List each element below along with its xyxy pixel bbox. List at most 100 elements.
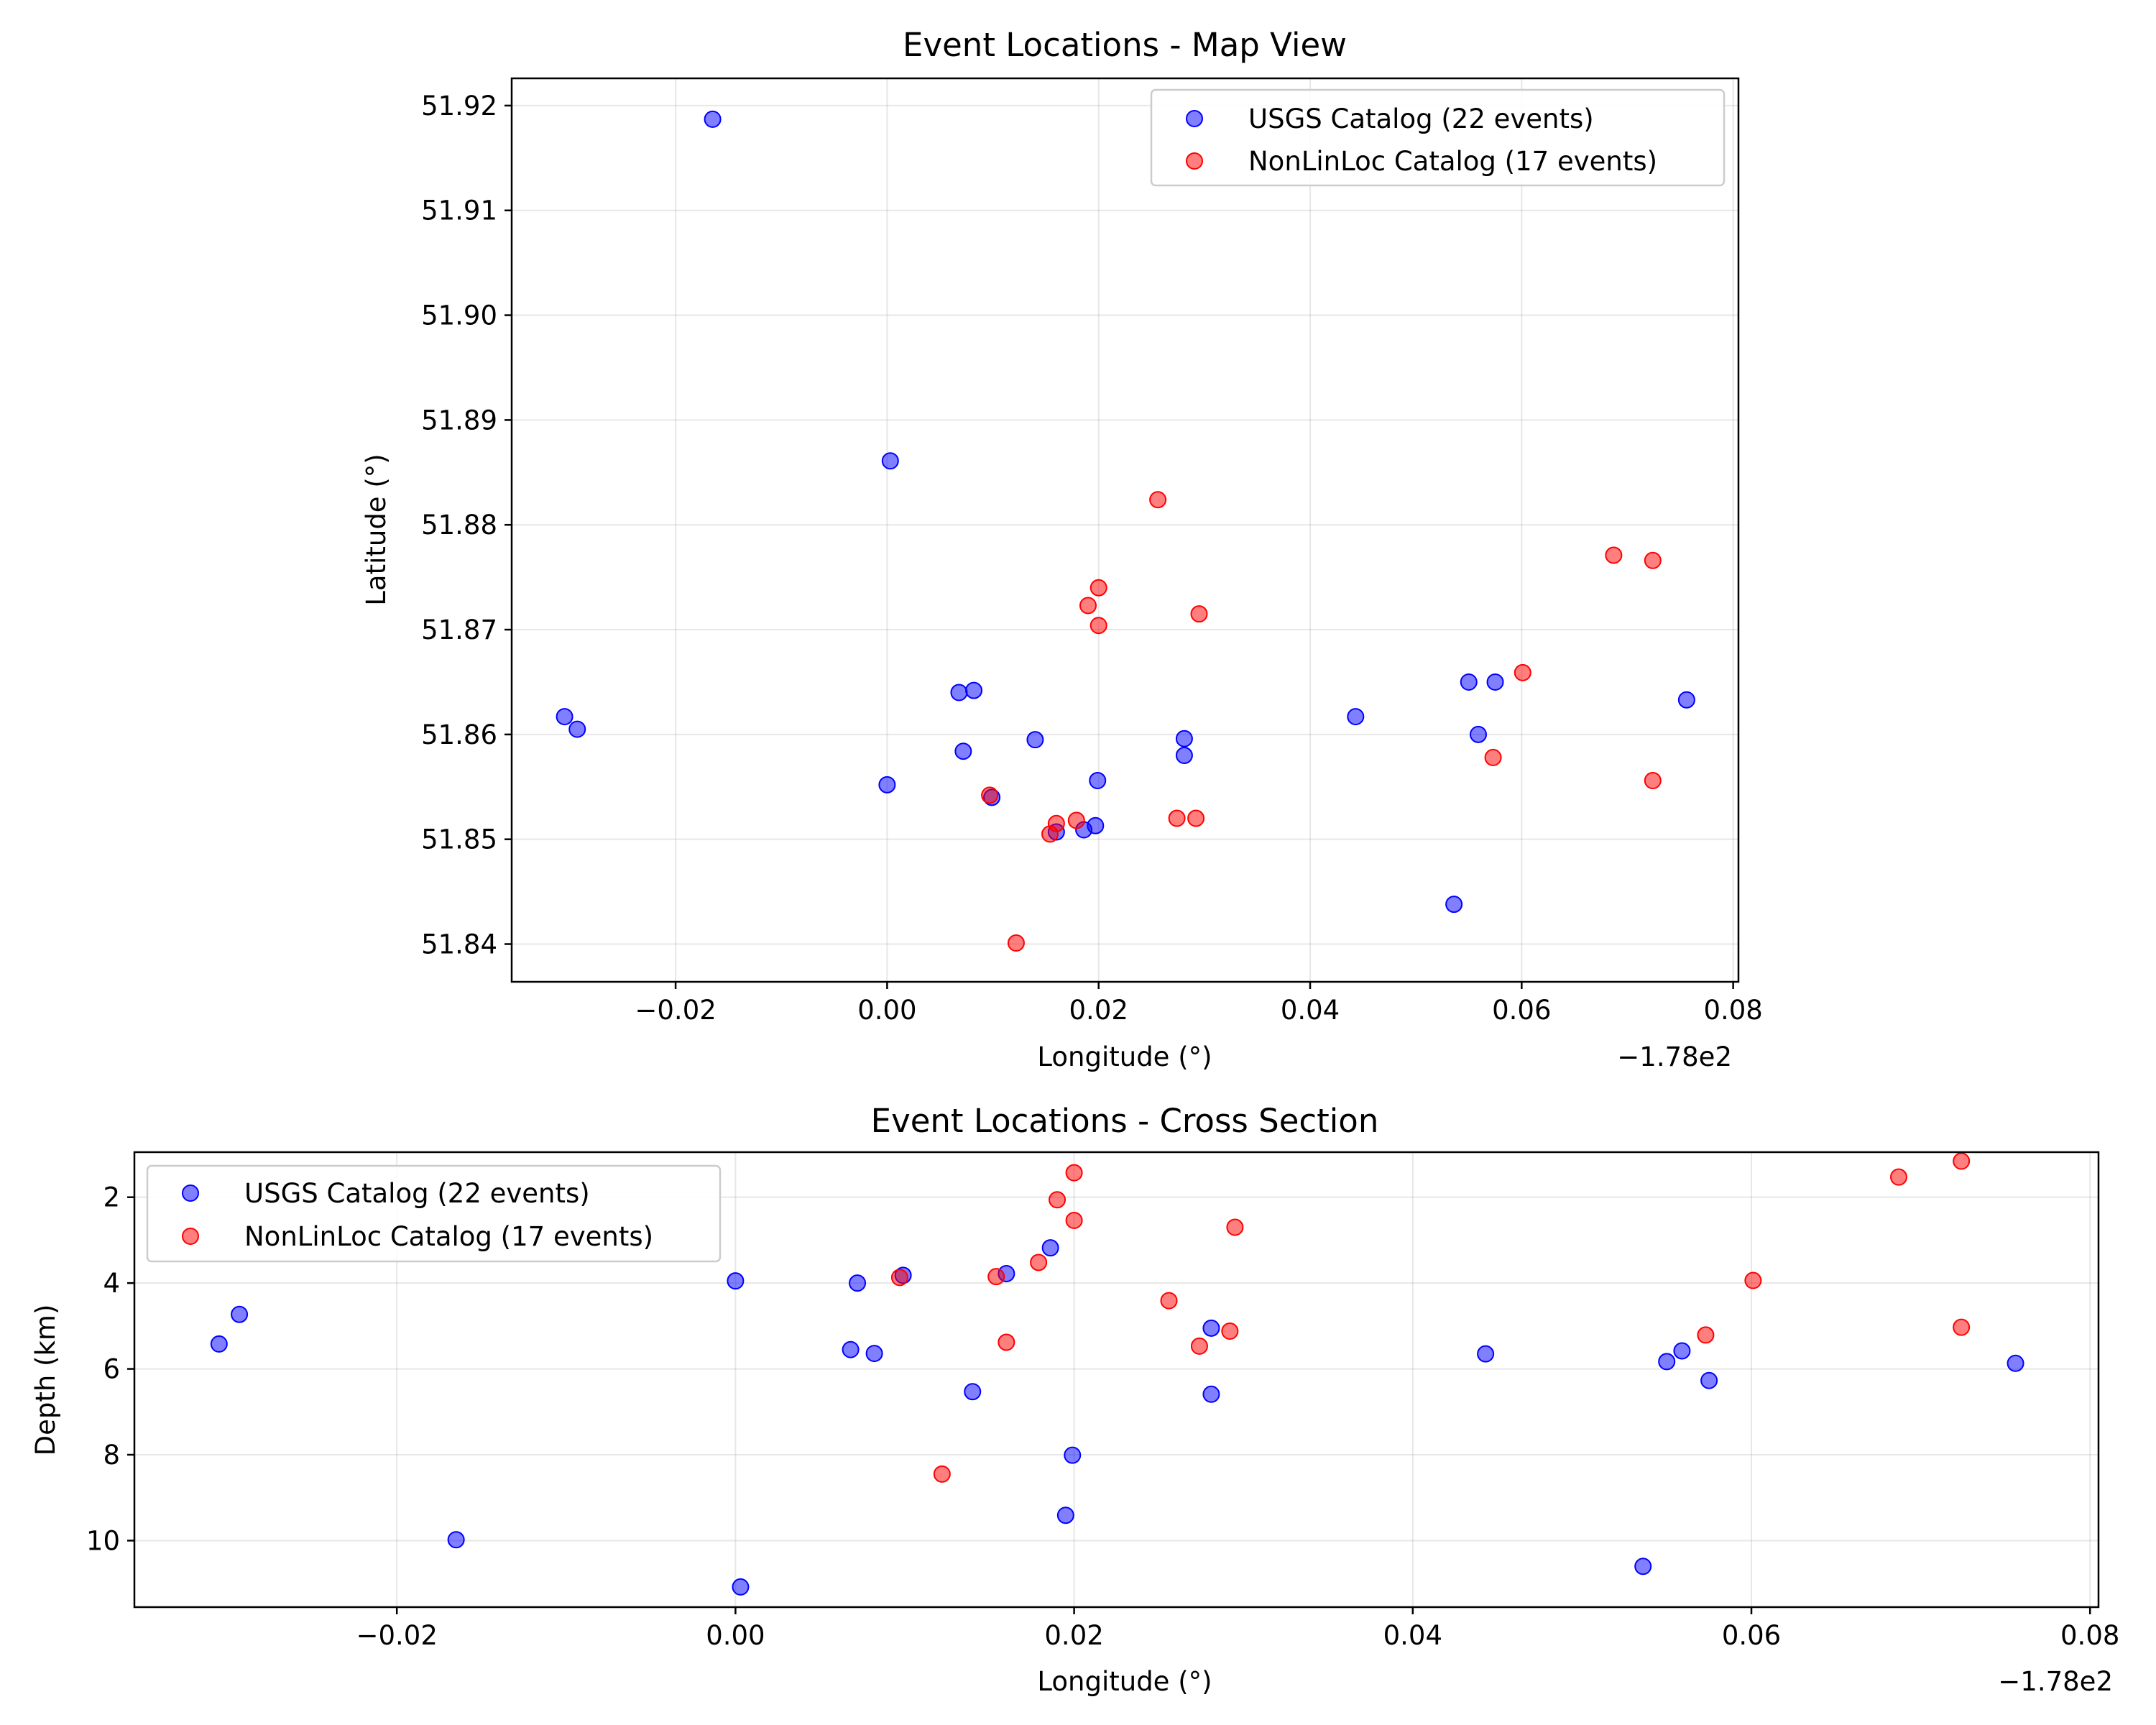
x-tick-label: 0.04 [1383,1620,1442,1651]
y-axis-label: Latitude (°) [361,454,392,605]
legend: USGS Catalog (22 events) NonLinLoc Catal… [146,1164,722,1263]
plot-area-frame [510,77,1740,983]
data-point-nonlinloc [1030,1254,1048,1271]
y-tick-label: 8 [103,1440,120,1471]
y-tick-label: 51.86 [421,719,497,750]
data-point-nonlinloc [1168,809,1186,827]
x-tick-label: 0.02 [1044,1620,1103,1651]
legend-label-nonlinloc: NonLinLoc Catalog (17 events) [244,1221,653,1252]
legend-label-usgs: USGS Catalog (22 events) [1248,104,1594,134]
data-point-nonlinloc [1190,1337,1208,1355]
data-point-usgs [1087,816,1105,834]
y-axis-ticks: 51.84 51.85 51.86 51.87 51.88 51.89 51.90 51.91… [421,91,512,960]
legend-label-usgs: USGS Catalog (22 events) [244,1178,590,1209]
data-point-nonlinloc [981,786,999,804]
data-point-usgs [1056,1506,1074,1524]
data-point-usgs [1064,1446,1082,1464]
data-point-usgs [1089,772,1107,790]
data-point-nonlinloc [1149,491,1167,509]
data-point-nonlinloc [1067,811,1085,829]
data-points [556,110,1695,952]
data-point-usgs [965,681,983,699]
data-point-usgs [881,452,899,470]
y-axis-ticks: 2 4 6 8 10 [86,1182,134,1556]
data-point-nonlinloc [1644,772,1662,790]
data-point-nonlinloc [1190,605,1208,623]
cross-section-panel: Event Locations - Cross Section −0.02 0.0… [30,1102,2119,1697]
data-point-nonlinloc [1484,748,1502,766]
legend-label-nonlinloc: NonLinLoc Catalog (17 events) [1248,146,1657,177]
data-point-usgs [210,1335,228,1353]
x-tick-label: 0.00 [706,1620,765,1651]
data-point-usgs [704,110,722,128]
data-point-usgs [1677,691,1695,709]
x-axis-label: Longitude (°) [1037,1666,1212,1697]
legend-marker-usgs [182,1184,199,1202]
data-point-nonlinloc [1047,814,1065,832]
x-tick-label: 0.02 [1069,995,1128,1026]
data-point-usgs [964,1383,982,1401]
x-tick-label: 0.06 [1722,1620,1781,1651]
x-tick-label: −0.02 [356,1620,437,1651]
data-point-nonlinloc [1644,551,1662,569]
data-point-nonlinloc [933,1465,951,1483]
x-tick-label: 0.08 [2060,1620,2119,1651]
x-tick-label: 0.00 [857,995,916,1026]
x-tick-label: 0.06 [1492,995,1551,1026]
legend-marker-nonlinloc [182,1228,199,1245]
data-point-nonlinloc [1065,1164,1083,1182]
gridlines [512,78,1738,982]
data-point-nonlinloc [1049,1191,1067,1209]
x-axis-ticks: −0.02 0.00 0.02 0.04 0.06 0.08 [356,1607,2119,1651]
data-point-usgs [1673,1342,1691,1360]
data-point-usgs [1634,1558,1652,1576]
data-point-nonlinloc [1065,1211,1083,1229]
data-point-nonlinloc [1187,809,1205,827]
data-point-usgs [2007,1354,2024,1372]
data-point-usgs [1202,1319,1220,1337]
data-point-nonlinloc [1953,1318,1971,1336]
y-tick-label: 10 [86,1525,120,1556]
legend-marker-nonlinloc [1186,152,1203,170]
data-point-usgs [727,1272,745,1290]
map-view-panel: Event Locations - Map View −0.02 0.00 0.02… [361,26,1763,1072]
x-tick-label: 0.08 [1703,995,1762,1026]
x-axis-offset-label: −1.78e2 [1617,1041,1732,1072]
data-point-nonlinloc [1889,1168,1907,1186]
data-point-nonlinloc [998,1333,1015,1351]
data-point-usgs [1026,731,1044,749]
data-point-usgs [1175,730,1193,748]
x-axis-offset-label: −1.78e2 [1998,1666,2113,1697]
y-tick-label: 51.84 [421,929,497,960]
legend: USGS Catalog (22 events) NonLinLoc Catal… [1150,88,1726,187]
data-point-usgs [878,776,896,794]
y-tick-label: 51.91 [421,196,497,226]
data-point-nonlinloc [1160,1292,1178,1310]
data-point-usgs [732,1578,750,1596]
data-point-usgs [865,1345,883,1363]
legend-box [1150,88,1726,187]
data-point-nonlinloc [1605,546,1623,564]
data-point-usgs [1175,747,1193,765]
y-tick-label: 51.89 [421,405,497,436]
data-point-nonlinloc [1953,1152,1971,1170]
data-point-usgs [1041,1239,1059,1257]
x-axis-label: Longitude (°) [1037,1041,1212,1072]
y-tick-label: 51.90 [421,300,497,331]
legend-marker-usgs [1186,110,1203,127]
y-tick-label: 51.92 [421,91,497,121]
data-point-usgs [1486,673,1504,691]
x-axis-ticks: −0.02 0.00 0.02 0.04 0.06 0.08 [635,982,1763,1026]
y-tick-label: 51.87 [421,615,497,645]
y-tick-label: 51.88 [421,510,497,540]
data-point-usgs [1347,708,1365,726]
data-point-nonlinloc [1089,579,1107,597]
data-point-usgs [1477,1345,1495,1363]
y-tick-label: 51.85 [421,824,497,855]
data-point-nonlinloc [1079,597,1097,615]
y-tick-label: 2 [103,1182,120,1213]
data-point-nonlinloc [1226,1218,1244,1236]
data-point-usgs [1700,1371,1718,1389]
data-point-usgs [447,1531,465,1549]
data-points [210,1152,2024,1596]
